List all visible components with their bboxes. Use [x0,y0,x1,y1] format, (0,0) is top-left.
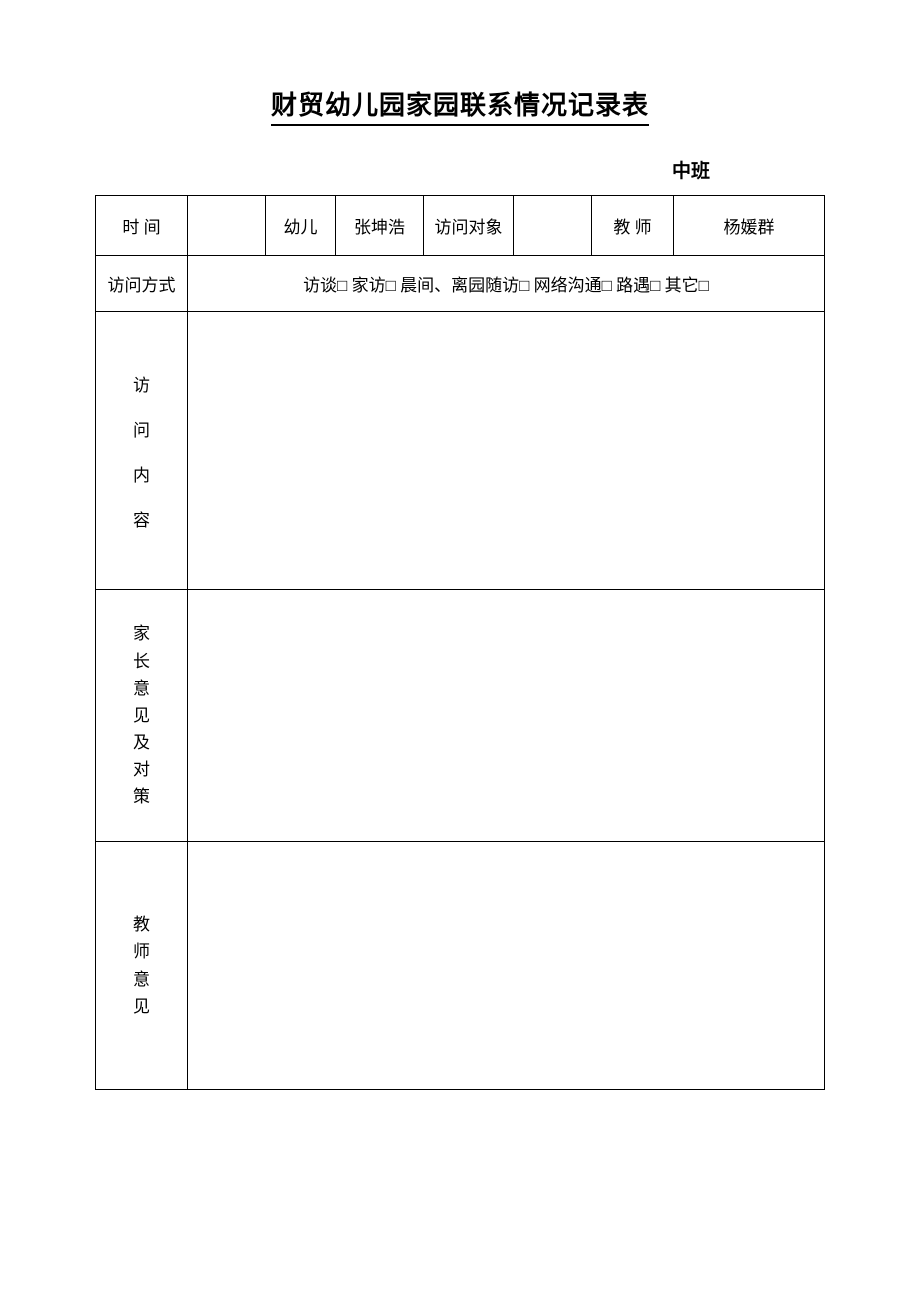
table-row-method: 访问方式 访谈□ 家访□ 晨间、离园随访□ 网络沟通□ 路遇□ 其它□ [96,256,825,312]
table-row-content: 访 问 内 容 [96,312,825,590]
time-label: 时 间 [96,196,188,256]
record-table: 时 间 幼儿 张坤浩 访问对象 教 师 杨媛群 访问方式 访谈□ 家访□ 晨间、… [95,195,825,1090]
method-label: 访问方式 [96,256,188,312]
time-value [188,196,266,256]
child-label: 幼儿 [266,196,336,256]
char: 对 [133,756,150,783]
char: 见 [133,993,150,1020]
table-row-header: 时 间 幼儿 张坤浩 访问对象 教 师 杨媛群 [96,196,825,256]
char: 问 [133,416,150,441]
object-label: 访问对象 [424,196,514,256]
teacher-value: 杨媛群 [674,196,825,256]
parent-opinion-value [188,590,825,842]
char: 意 [133,675,150,702]
char: 策 [133,783,150,810]
visit-content-label-stack: 访 问 内 容 [100,361,183,541]
table-row-teacher: 教 师 意 见 [96,842,825,1090]
teacher-opinion-label: 教 师 意 见 [96,842,188,1090]
teacher-label: 教 师 [592,196,674,256]
table-row-parent: 家 长 意 见 及 对 策 [96,590,825,842]
char: 容 [133,506,150,531]
class-label: 中班 [95,156,825,183]
char: 意 [133,966,150,993]
parent-opinion-label: 家 长 意 见 及 对 策 [96,590,188,842]
teacher-opinion-label-stack: 教 师 意 见 [100,911,183,1020]
char: 长 [133,648,150,675]
page-title: 财贸幼儿园家园联系情况记录表 [271,85,649,126]
char: 访 [133,371,150,396]
char: 内 [133,461,150,486]
char: 及 [133,729,150,756]
object-value [514,196,592,256]
method-options: 访谈□ 家访□ 晨间、离园随访□ 网络沟通□ 路遇□ 其它□ [188,256,825,312]
parent-opinion-label-stack: 家 长 意 见 及 对 策 [100,620,183,810]
char: 师 [133,938,150,965]
char: 家 [133,620,150,647]
teacher-opinion-value [188,842,825,1090]
visit-content-label: 访 问 内 容 [96,312,188,590]
child-value: 张坤浩 [336,196,424,256]
char: 见 [133,702,150,729]
visit-content-value [188,312,825,590]
char: 教 [133,911,150,938]
